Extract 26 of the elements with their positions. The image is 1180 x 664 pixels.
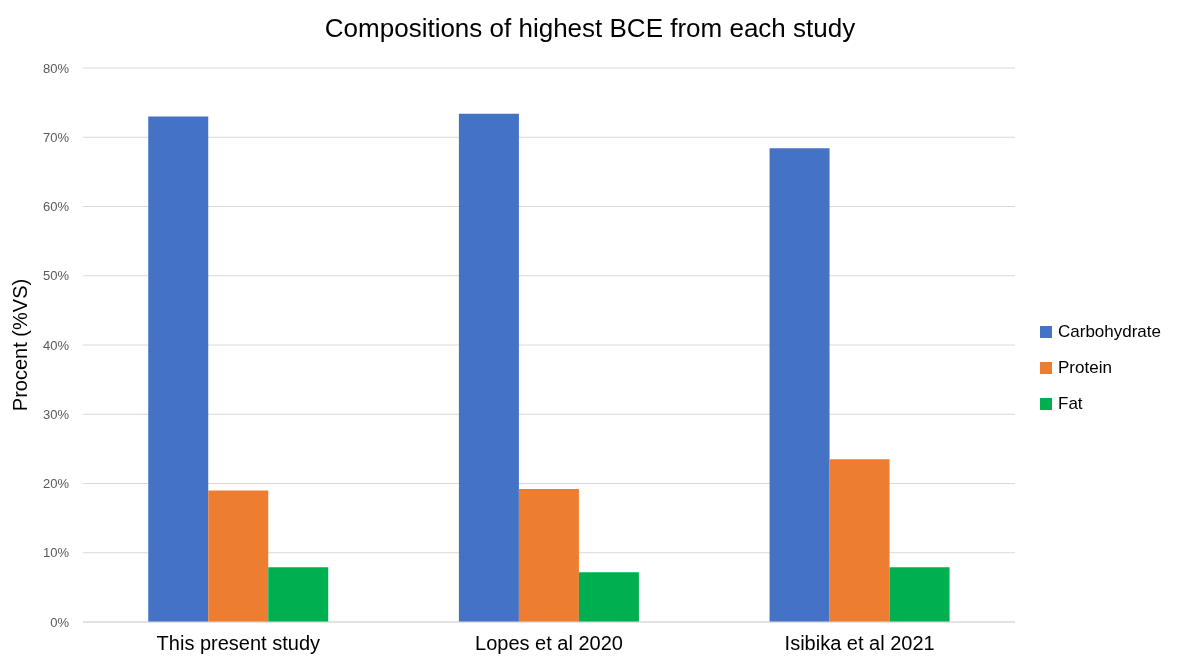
y-tick-label: 10% <box>42 545 70 561</box>
bar <box>889 567 950 622</box>
legend-label: Protein <box>1058 358 1112 378</box>
y-tick-label: 70% <box>42 129 70 145</box>
bar <box>578 572 639 622</box>
x-tick-label: Isibika et al 2021 <box>784 632 935 655</box>
y-tick-label: 80% <box>42 60 70 76</box>
legend-label: Fat <box>1058 394 1083 414</box>
bar <box>268 567 329 622</box>
bar <box>458 113 519 622</box>
bar <box>829 459 890 622</box>
y-axis-title: Procent (%VS) <box>9 278 31 412</box>
bar <box>208 490 269 622</box>
legend-label: Carbohydrate <box>1058 322 1162 342</box>
y-tick-label: 0% <box>50 614 70 630</box>
y-tick-label: 60% <box>42 199 70 215</box>
x-tick-label: This present study <box>156 632 321 655</box>
y-tick-label: 40% <box>42 337 70 353</box>
y-tick-label: 50% <box>42 268 70 284</box>
bar <box>769 148 830 622</box>
chart-title: Compositions of highest BCE from each study <box>323 12 857 45</box>
x-tick-label: Lopes et al 2020 <box>475 632 623 655</box>
bar <box>148 116 209 622</box>
bar <box>518 489 579 622</box>
y-tick-label: 30% <box>42 406 70 422</box>
y-tick-label: 20% <box>42 476 70 492</box>
